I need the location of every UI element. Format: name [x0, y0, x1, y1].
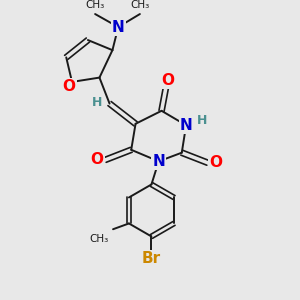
- Text: H: H: [197, 113, 207, 127]
- Text: Br: Br: [142, 251, 161, 266]
- Text: O: O: [209, 155, 222, 170]
- Text: O: O: [63, 79, 76, 94]
- Text: O: O: [161, 73, 174, 88]
- Text: N: N: [112, 20, 124, 34]
- Text: CH₃: CH₃: [85, 0, 105, 10]
- Text: H: H: [92, 96, 102, 109]
- Text: CH₃: CH₃: [89, 234, 109, 244]
- Text: N: N: [152, 154, 165, 169]
- Text: N: N: [180, 118, 193, 133]
- Text: CH₃: CH₃: [130, 0, 149, 10]
- Text: O: O: [91, 152, 103, 167]
